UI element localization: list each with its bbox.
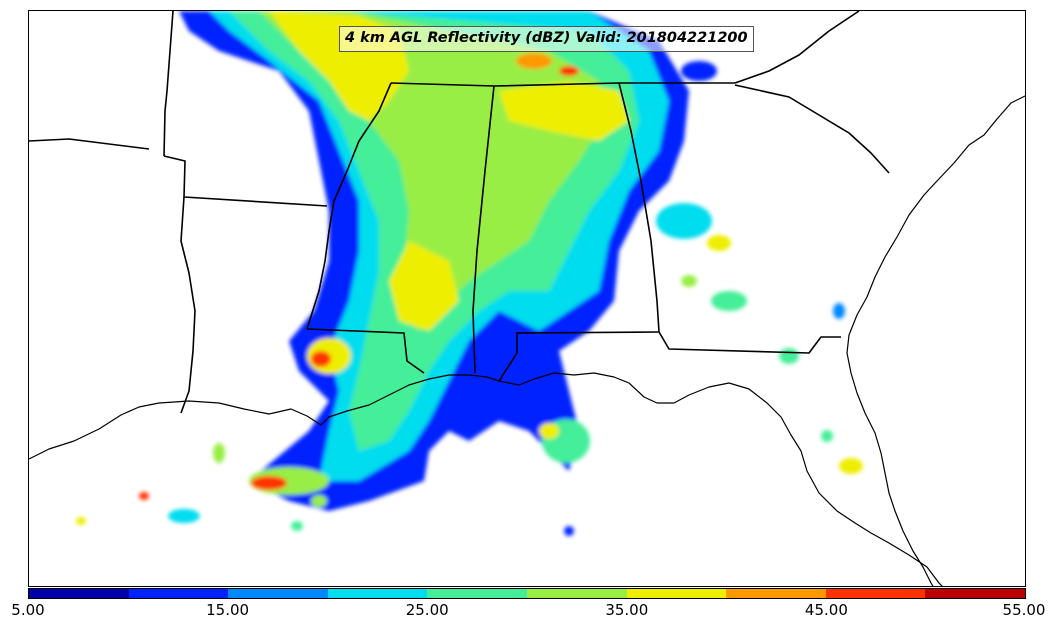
reflectivity-map[interactable]: 4 km AGL Reflectivity (dBZ) Valid: 20180… [28,10,1026,587]
reflectivity-cell [539,423,559,439]
colorbar-tick-label: 55.00 [1002,601,1046,619]
colorbar-segment [626,589,727,598]
colorbar-segment [29,589,129,598]
colorbar-tick-label: 25.00 [405,601,449,619]
reflectivity-cell [76,517,86,525]
reflectivity-cell [291,521,303,531]
colorbar [28,588,1026,599]
state-line-ms-al [472,85,495,374]
reflectivity-cell [707,235,731,251]
map-canvas [29,11,1025,586]
colorbar-segment [825,589,926,598]
reflectivity-cell [564,526,574,536]
state-line-la-ms [306,328,425,374]
reflectivity-cell [656,203,712,239]
state-line-al-fl [498,331,660,382]
reflectivity-cell [821,430,833,442]
state-line-ok-tx [29,138,150,150]
colorbar-segment [526,589,627,598]
reflectivity-cell [681,61,717,81]
reflectivity-cell [559,66,579,76]
colorbar-segment [925,589,1025,598]
state-line-tx-la [180,196,196,414]
colorbar-tick-label: 5.00 [11,601,45,619]
colorbar-tick-label: 45.00 [804,601,848,619]
colorbar-segment [228,589,328,598]
atlantic-coastline [846,95,1025,586]
state-line-tn-nc [734,11,860,84]
state-line-ms-river [306,82,392,330]
reflectivity-cell [711,291,747,311]
colorbar-tick-label: 15.00 [206,601,250,619]
colorbar-segment [128,589,229,598]
state-line-ar-la [163,155,328,207]
boundary-layer [29,11,1025,586]
reflectivity-core [499,81,629,141]
colorbar-segment [427,589,527,598]
reflectivity-cell [681,275,697,287]
reflectivity-cell [779,348,799,364]
reflectivity-cell [139,492,149,500]
colorbar-segment [726,589,826,598]
state-line-ar-ms [163,11,174,157]
state-line-ga-sc [734,84,890,174]
reflectivity-cell [839,458,863,474]
colorbar-tick-label: 35.00 [605,601,649,619]
map-title: 4 km AGL Reflectivity (dBZ) Valid: 20180… [339,26,754,52]
reflectivity-core [389,241,459,331]
reflectivity-cell [833,303,845,319]
state-line-al-ga [618,82,841,354]
reflectivity-cell [251,476,287,490]
reflectivity-cell [311,351,331,367]
reflectivity-cell [168,509,200,523]
reflectivity-cell [516,53,552,69]
gulf-coastline [29,372,943,586]
colorbar-segment [327,589,428,598]
reflectivity-layer [76,11,863,536]
reflectivity-cell [311,495,327,507]
reflectivity-cell [213,443,225,463]
